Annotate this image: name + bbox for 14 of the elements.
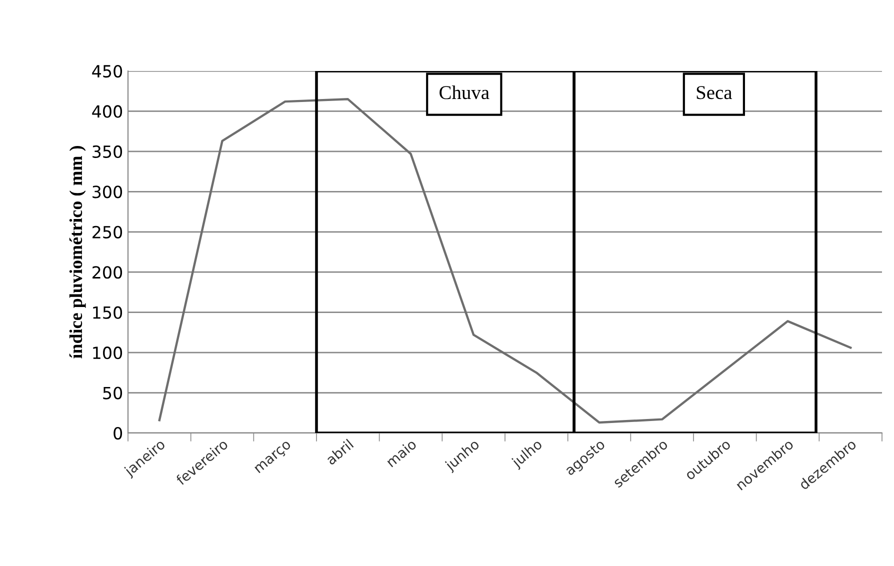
y-tick-label: 450 [92, 64, 122, 78]
y-tick-label: 250 [92, 226, 122, 238]
y-tick-label: 100 [93, 346, 122, 360]
annotation: Seca [696, 86, 732, 100]
y-tick-label: 400 [92, 105, 122, 118]
y-tick-label: 150 [93, 306, 122, 319]
y-axis-title: índice pluviométrico ( mm ) [69, 146, 86, 358]
annotation: Chuva [440, 85, 490, 100]
y-tick-label: 200 [92, 266, 122, 279]
y-tick-label: 0 [114, 426, 122, 440]
y-tick-label: 350 [92, 145, 122, 158]
y-tick-label: 300 [92, 186, 122, 198]
y-tick-label: 50 [103, 386, 122, 400]
line-series [158, 98, 852, 424]
